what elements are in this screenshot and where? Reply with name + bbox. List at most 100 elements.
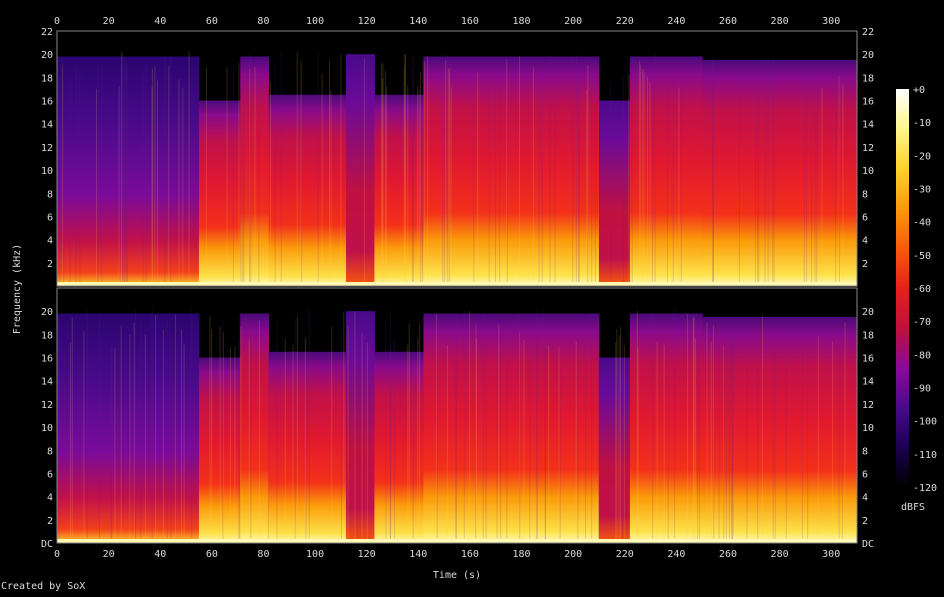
colorbar-tick-label: -70 [913,317,931,328]
y-tick-label: 20 [41,307,53,318]
x-tick-label: 80 [257,549,269,560]
y-tick-label: 14 [862,120,874,131]
segment-10 [702,316,858,543]
colorbar-tick-label: -120 [913,483,937,494]
y-tick-label: 14 [41,120,53,131]
colorbar-tick-label: +0 [913,85,925,96]
y-tick-label: 12 [862,143,874,154]
channel-2-plot [56,287,858,544]
y-tick-label: 2 [862,259,868,270]
y-tick-label: 10 [41,423,53,434]
x-tick-label: 120 [358,16,376,27]
segment-8 [598,100,631,286]
x-axis-top: 0 20 40 60 80 100 120 140 160 180 200 220 240 260 280 3… [54,16,840,27]
colorbar-tick-label: -60 [913,284,931,295]
y-tick-label: DC [41,539,53,550]
x-tick-label: 0 [54,549,60,560]
segment-8 [598,357,631,543]
segment-3 [240,56,270,286]
x-tick-label: 100 [306,549,324,560]
x-tick-label: 20 [103,16,115,27]
y-tick-label: 4 [47,493,53,504]
x-tick-label: 200 [564,16,582,27]
y-tick-label: 10 [41,166,53,177]
colorbar [896,89,909,487]
segment-1 [57,56,200,286]
x-tick-label: 240 [667,549,685,560]
x-tick-label: 60 [206,16,218,27]
colorbar-label: dBFS [901,502,925,513]
segment-7 [423,313,600,543]
x-tick-label: 220 [616,549,634,560]
y-tick-label: 4 [862,236,868,247]
y-tick-label: 14 [862,377,874,388]
x-tick-label: 120 [358,549,376,560]
segment-9 [629,56,703,286]
y-tick-label: 16 [41,97,53,108]
x-tick-label: 20 [103,549,115,560]
low-frequency-band [57,282,857,286]
x-tick-label: 240 [667,16,685,27]
y-tick-label: 12 [41,143,53,154]
x-tick-label: 60 [206,549,218,560]
colorbar-tick-label: -50 [913,251,931,262]
colorbar-tick-label: -30 [913,185,931,196]
y-tick-label: 6 [47,212,53,223]
y-tick-label: 6 [862,212,868,223]
x-tick-label: 140 [409,16,427,27]
x-tick-label: 300 [822,549,840,560]
x-tick-label: 160 [461,549,479,560]
low-frequency-band [57,539,857,543]
channel-1-plot [56,30,858,287]
colorbar-ticks: +0 -10 -20 -30 -40 -50 -60 -70 -80 -90 -100 -110 -12… [913,85,937,494]
colorbar-tick-label: -10 [913,118,931,129]
y-tick-label: 4 [862,493,868,504]
segment-10 [702,59,858,287]
segment-6 [374,351,424,543]
x-tick-label: 40 [154,16,166,27]
x-tick-label: 300 [822,16,840,27]
y-axis-label: Frequency (kHz) [12,244,23,334]
y-tick-label: 6 [862,469,868,480]
x-tick-label: 80 [257,16,269,27]
x-axis-label: Time (s) [433,570,481,581]
segment-2 [198,100,241,286]
x-tick-label: 40 [154,549,166,560]
segment-7 [423,56,600,286]
y-tick-label: 10 [862,423,874,434]
y-tick-label: 18 [41,330,53,341]
y-tick-label: 12 [41,400,53,411]
y-tick-label: 20 [862,50,874,61]
x-tick-label: 100 [306,16,324,27]
segment-5 [346,54,375,286]
x-tick-label: 180 [512,549,530,560]
x-tick-label: 140 [409,549,427,560]
x-tick-label: 280 [771,16,789,27]
x-axis-bottom: 0 20 40 60 80 100 120 140 160 180 200 220 240 260 280 3… [54,549,840,560]
y-tick-label: 8 [47,446,53,457]
colorbar-tick-label: -110 [913,450,937,461]
colorbar-tick-label: -80 [913,350,931,361]
y-tick-label: 16 [862,97,874,108]
plot-frame [56,30,858,287]
y-tick-label: DC [862,539,874,550]
segment-9 [629,313,703,543]
y-tick-label: 12 [862,400,874,411]
y-tick-label: 6 [47,469,53,480]
x-tick-label: 280 [771,549,789,560]
colorbar-tick-label: -90 [913,384,931,395]
y-tick-label: 18 [41,73,53,84]
y-tick-label: 22 [862,27,874,38]
plot-frame [56,287,858,544]
y-tick-label: 18 [862,73,874,84]
credit-text: Created by SoX [1,581,85,592]
y-tick-label: 20 [862,307,874,318]
colorbar-tick-label: -100 [913,417,937,428]
x-tick-label: 260 [719,549,737,560]
segment-3 [240,313,270,543]
y-tick-label: 10 [862,166,874,177]
x-tick-label: 220 [616,16,634,27]
x-tick-label: 0 [54,16,60,27]
segment-6 [374,94,424,286]
